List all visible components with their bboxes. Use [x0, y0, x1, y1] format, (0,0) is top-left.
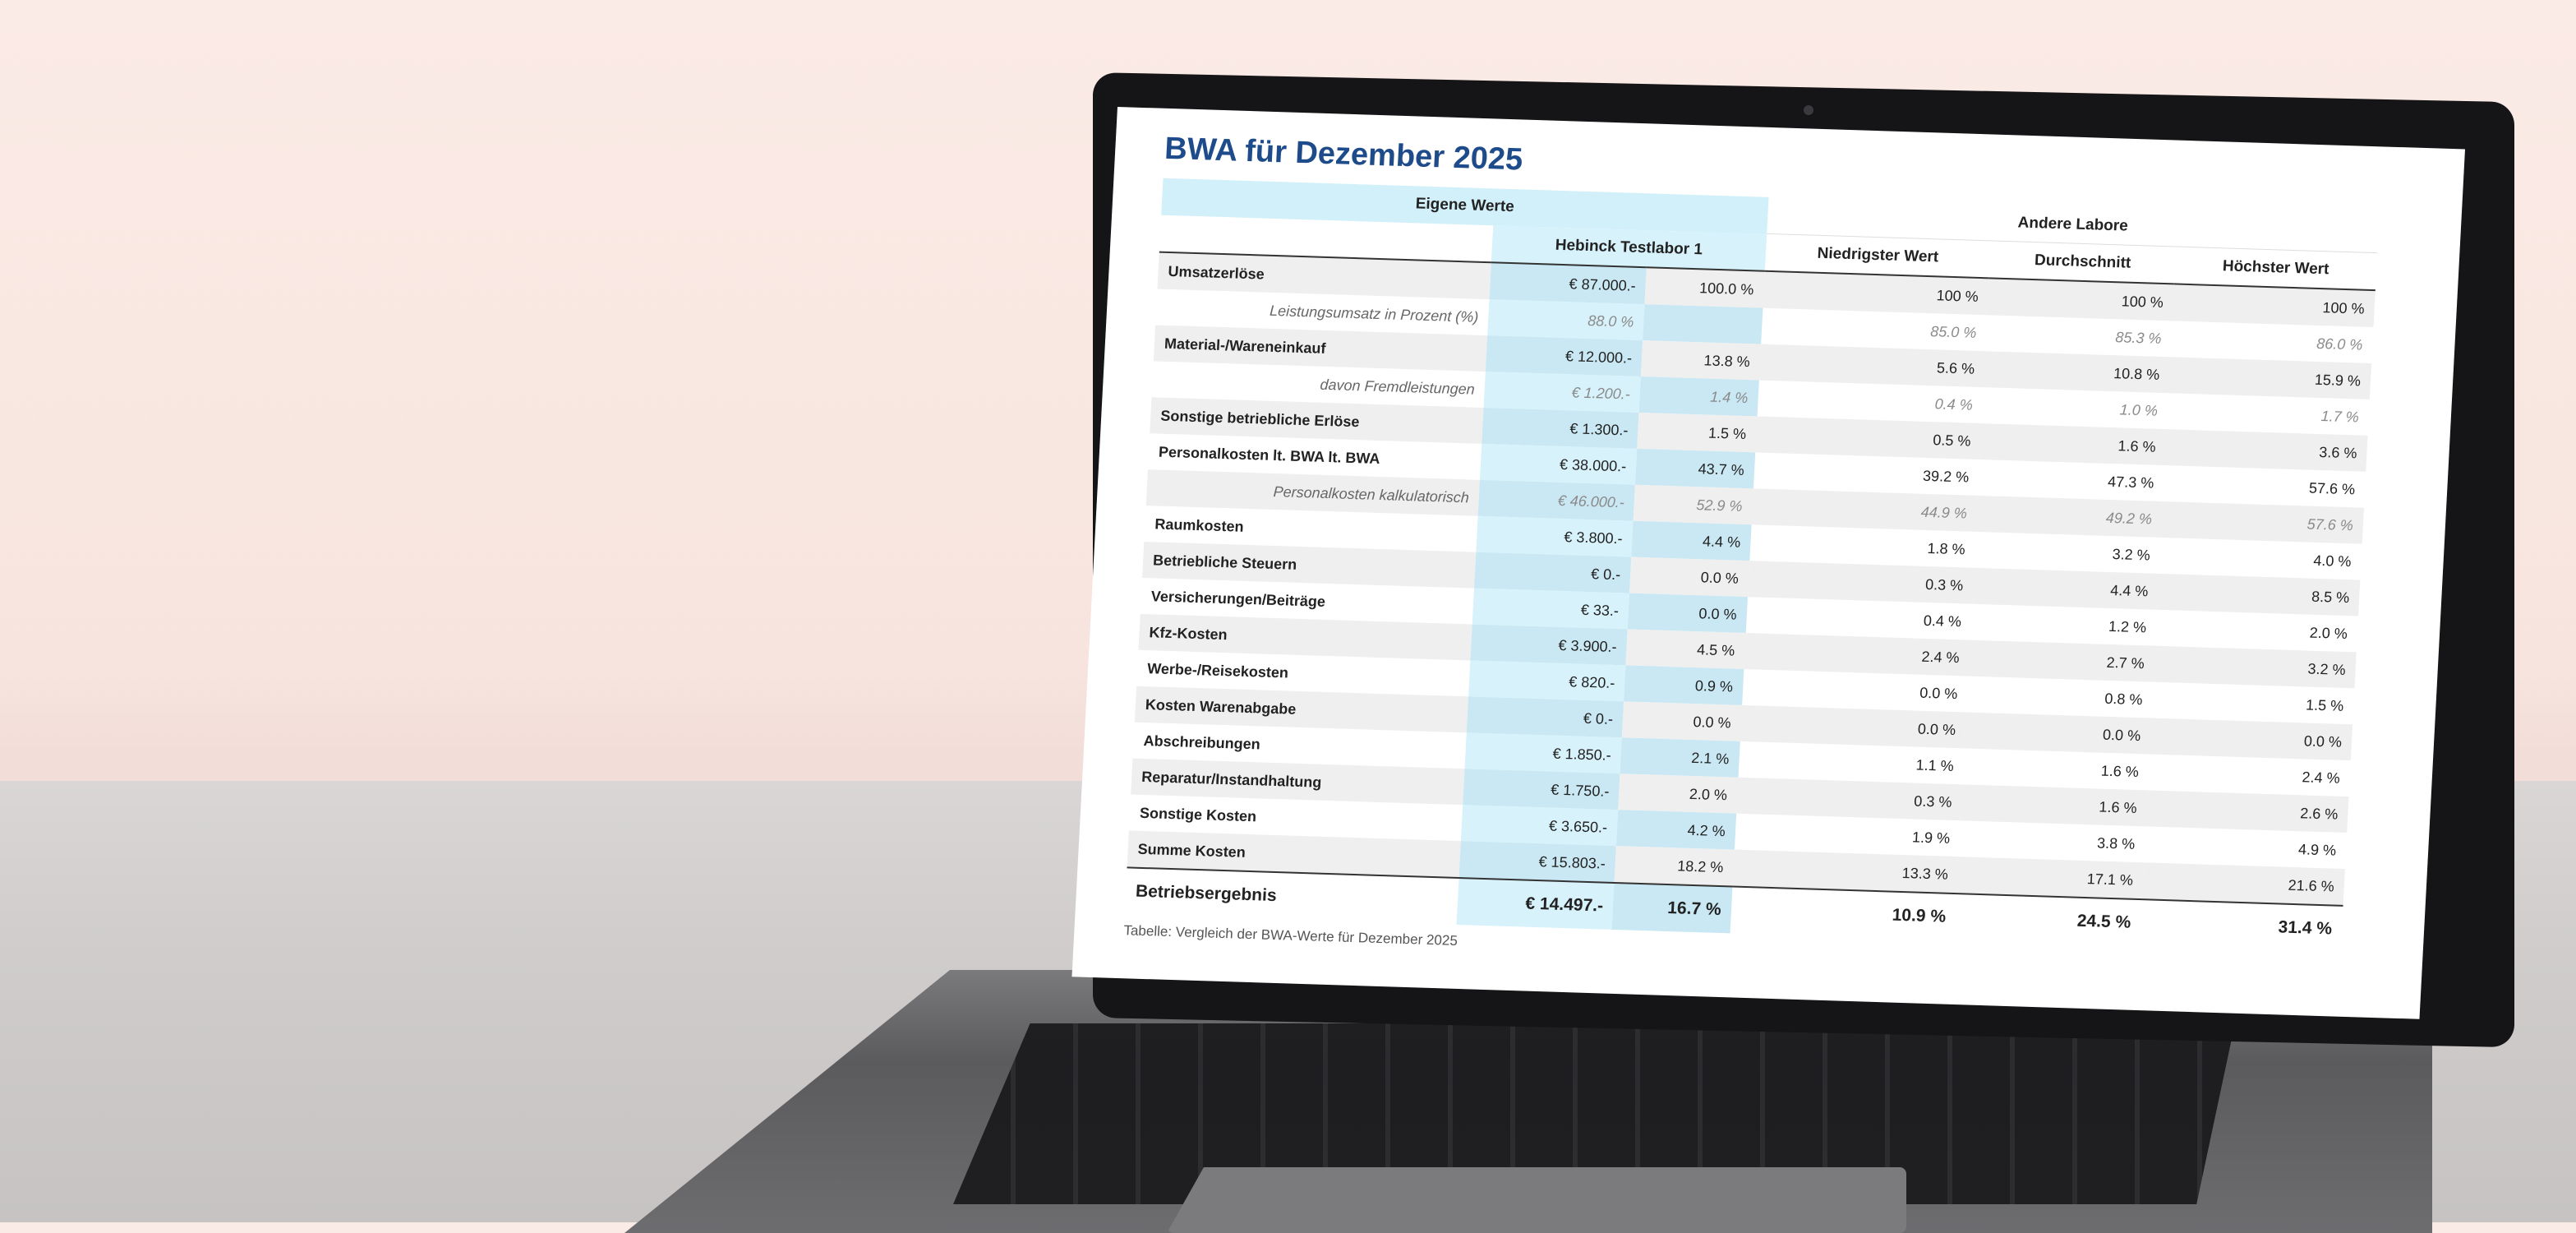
- cell-pct: 13.8 %: [1640, 340, 1761, 381]
- cell-eur: € 820.-: [1468, 660, 1626, 702]
- report-content: BWA für Dezember 2025 Eigene Werte Ander…: [1123, 132, 2415, 978]
- cell-pct: 0.0 %: [1621, 701, 1742, 741]
- cell-max: 4.0 %: [2312, 552, 2353, 570]
- cell-avg: 85.3 %: [2114, 328, 2163, 347]
- cell-eur: € 38.000.-: [1479, 443, 1638, 485]
- cell-max: 21.6 %: [2141, 862, 2345, 906]
- cell-max: 1.5 %: [2305, 695, 2344, 714]
- cell-max: 3.2 %: [2153, 645, 2357, 689]
- cell-avg: 3.2 %: [2112, 545, 2151, 563]
- cell-max: 3.6 %: [2164, 429, 2368, 472]
- cell-eur: € 1.300.-: [1482, 408, 1639, 449]
- cell-max: 2.4 %: [2302, 768, 2341, 787]
- cell-eur: € 1.850.-: [1464, 732, 1622, 774]
- cell-avg: 17.1 %: [1956, 857, 2145, 900]
- column-header-max: Höchster Wert: [2174, 246, 2378, 291]
- cell-pct: [1643, 304, 1763, 344]
- cell-pct: 18.2 %: [1614, 846, 1735, 887]
- cell-avg: 100 %: [1987, 278, 2175, 321]
- cell-eur: € 3.650.-: [1460, 805, 1619, 847]
- cell-avg: 1.2 %: [2108, 617, 2147, 635]
- cell-avg: 4.4 %: [1972, 567, 2159, 610]
- camera-icon: [1804, 105, 1813, 115]
- cell-eur: € 1.200.-: [1483, 372, 1641, 413]
- cell-eur: € 1.750.-: [1463, 769, 1620, 810]
- total-eur: € 14.497.-: [1456, 878, 1615, 930]
- cell-max: 57.6 %: [2160, 501, 2364, 544]
- cell-pct: 0.0 %: [1627, 593, 1748, 634]
- cell-max: 0.0 %: [2149, 718, 2353, 761]
- cell-eur: 88.0 %: [1487, 299, 1645, 341]
- cell-avg: 49.2 %: [1975, 495, 2164, 538]
- cell-pct: 2.0 %: [1618, 774, 1739, 814]
- cell-pct: 52.9 %: [1633, 484, 1753, 525]
- cell-pct: 1.5 %: [1637, 412, 1758, 453]
- total-pct: 16.7 %: [1611, 882, 1733, 934]
- cell-avg: 0.8 %: [2104, 690, 2143, 708]
- cell-max: 100 %: [2172, 284, 2376, 328]
- cell-pct: 100.0 %: [1644, 267, 1765, 308]
- cell-max: 4.9 %: [2297, 840, 2337, 859]
- total-min: 10.9 %: [1730, 886, 1957, 941]
- cell-eur: € 3.800.-: [1476, 515, 1634, 557]
- cell-max: 15.9 %: [2168, 357, 2372, 399]
- cell-pct: 0.9 %: [1624, 665, 1744, 705]
- cell-pct: 4.5 %: [1625, 629, 1746, 669]
- laptop-screen: BWA für Dezember 2025 Eigene Werte Ander…: [1071, 107, 2465, 1019]
- cell-avg: 1.6 %: [1979, 423, 2167, 466]
- cell-eur: € 0.-: [1466, 696, 1624, 738]
- cell-eur: € 46.000.-: [1477, 479, 1636, 521]
- cell-pct: 43.7 %: [1635, 448, 1755, 489]
- bwa-table: Eigene Werte Andere Labore Hebinck Testl…: [1124, 178, 2380, 953]
- trackpad: [1167, 1167, 1906, 1233]
- cell-eur: € 33.-: [1472, 588, 1630, 630]
- cell-avg: 2.7 %: [1968, 640, 2155, 682]
- cell-max: 2.6 %: [2145, 790, 2349, 834]
- cell-max: 8.5 %: [2157, 573, 2361, 616]
- cell-eur: € 87.000.-: [1489, 262, 1647, 305]
- cell-eur: € 15.803.-: [1459, 841, 1616, 883]
- cell-avg: 10.8 %: [1983, 351, 2171, 394]
- cell-avg: 1.6 %: [1961, 784, 2148, 827]
- cell-max: 86.0 %: [2316, 335, 2363, 353]
- cell-pct: 4.4 %: [1631, 520, 1752, 561]
- column-header-avg: Durchschnitt: [1988, 240, 2177, 284]
- cell-pct: 2.1 %: [1620, 737, 1740, 778]
- cell-max: 2.0 %: [2309, 624, 2348, 642]
- cell-pct: 0.0 %: [1629, 556, 1749, 598]
- cell-avg: 1.6 %: [2100, 762, 2140, 780]
- cell-pct: 1.4 %: [1638, 376, 1759, 417]
- total-avg: 24.5 %: [1954, 894, 2142, 947]
- total-label: Betriebsergebnis: [1124, 867, 1459, 925]
- cell-avg: 0.0 %: [1964, 712, 2152, 755]
- cell-eur: € 0.-: [1474, 552, 1632, 593]
- total-max: 31.4 %: [2139, 899, 2343, 953]
- cell-eur: € 3.900.-: [1470, 624, 1628, 666]
- cell-pct: 4.2 %: [1615, 810, 1736, 850]
- cell-avg: 47.3 %: [2107, 473, 2154, 492]
- cell-eur: € 12.000.-: [1485, 335, 1643, 377]
- cell-max: 57.6 %: [2308, 479, 2356, 497]
- cell-avg: 3.8 %: [2096, 834, 2136, 852]
- cell-max: 1.7 %: [2320, 407, 2360, 425]
- cell-avg: 1.0 %: [2119, 400, 2159, 419]
